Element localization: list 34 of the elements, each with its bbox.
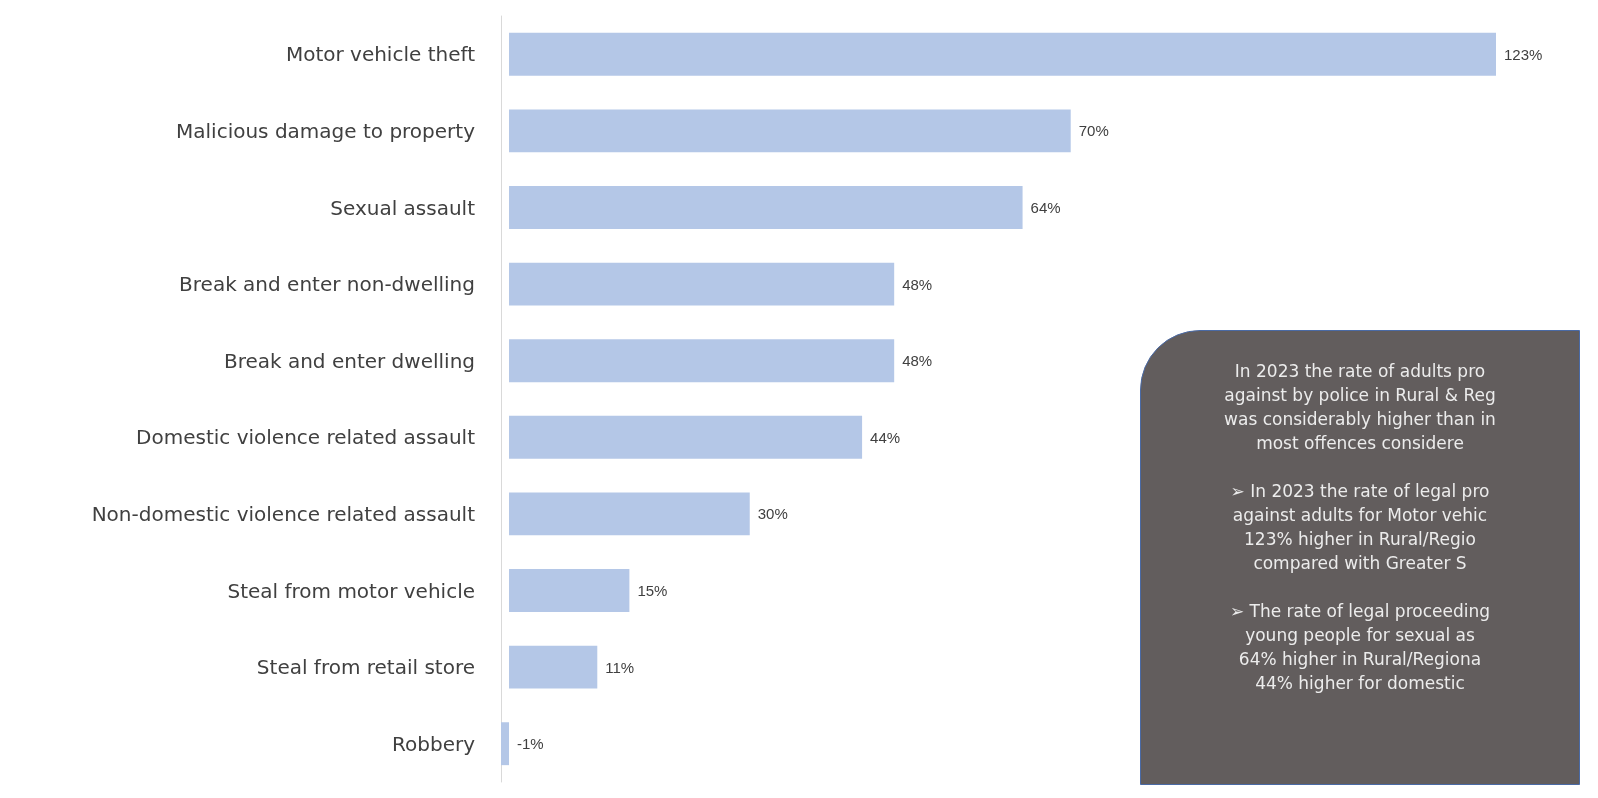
- bar: [509, 492, 750, 536]
- y-tick-label: Steal from retail store: [256, 655, 475, 680]
- y-tick-label: Domestic violence related assault: [136, 425, 476, 450]
- data-label: 70%: [1078, 122, 1109, 140]
- annotation: In 2023 the rate of adults pro against by police in Rural & Reg was considerably higher than in most offences considere: [1223, 360, 1497, 455]
- data-label: 30%: [757, 505, 788, 523]
- bar: [509, 339, 895, 383]
- annotation: ➢ In 2023 the rate of legal pro against adults for Motor vehic 123% higher in Rural/Regio compared with Greater S: [1229, 480, 1491, 575]
- callout-box: In 2023 the rate of adults pro against by police in Rural & Reg was considerably higher than in most offences considere ➢ In 2023 the rate of legal pro against adults for Motor vehic 123% higher in Rural/Regio compared with Greater S ➢ The rate of legal proceeding young people for sexual as 64% higher in Rural/Regiona 44% higher for domestic: [1140, 330, 1580, 785]
- data-label: -1%: [517, 735, 544, 753]
- data-label: 44%: [870, 428, 901, 446]
- bar: [509, 569, 630, 612]
- bar: [509, 186, 1023, 229]
- bar: [501, 722, 510, 766]
- y-tick-label: Malicious damage to property: [176, 118, 476, 143]
- bar: [509, 415, 863, 459]
- y-tick-label: Break and enter non-dwelling: [179, 272, 475, 297]
- bar: [509, 32, 1496, 76]
- y-tick-label: Non-domestic violence related assault: [91, 501, 476, 526]
- y-tick-label: Robbery: [392, 731, 476, 756]
- data-label: 123%: [1504, 45, 1543, 63]
- y-tick-label: Steal from motor vehicle: [227, 578, 475, 603]
- y-tick-label: Break and enter dwelling: [223, 348, 475, 373]
- bar: [509, 645, 598, 689]
- annotation: ➢ The rate of legal proceeding young people for sexual as 64% higher in Rural/Regiona 44% higher for domestic: [1228, 600, 1492, 695]
- y-tick-label: Sexual assault: [330, 195, 476, 220]
- bar: [509, 262, 895, 306]
- data-label: 15%: [637, 582, 668, 599]
- y-tick-label: Motor vehicle theft: [285, 42, 476, 67]
- data-label: 48%: [902, 275, 933, 293]
- bar: [509, 109, 1071, 153]
- data-label: 11%: [605, 658, 635, 676]
- data-label: 48%: [902, 352, 933, 370]
- data-label: 64%: [1030, 199, 1061, 216]
